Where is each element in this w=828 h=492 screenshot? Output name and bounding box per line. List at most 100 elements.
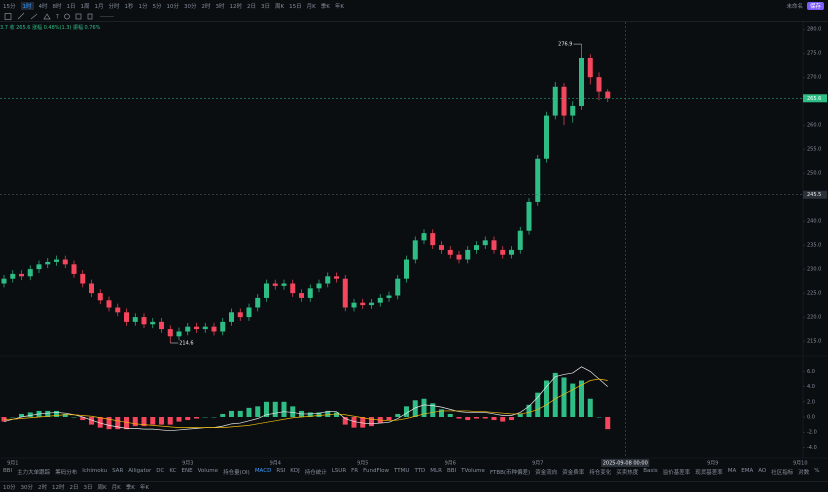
- indicator-tab[interactable]: 筹码分布: [55, 470, 78, 476]
- candle-body: [150, 321, 156, 325]
- timeframe-bar: 15分 1时 4时 8时 1日 1周 1月 分时 1秒 1分 5分 10分 30分 2时 3时 12时 2日 3日…: [0, 0, 828, 11]
- indicator-tab[interactable]: TTD: [414, 468, 426, 474]
- indicator-tab[interactable]: 对数: [798, 470, 810, 476]
- indicator-tab[interactable]: KDJ: [290, 468, 300, 474]
- macd-bar: [290, 406, 296, 417]
- indicator-tab[interactable]: TTMU: [394, 468, 410, 474]
- timeframe[interactable]: 10分: [166, 3, 180, 10]
- doc-name[interactable]: 未命名: [786, 3, 803, 10]
- timeframe[interactable]: 3日: [83, 485, 93, 491]
- indicator-tab[interactable]: BBI: [3, 468, 13, 474]
- timeframe[interactable]: 周K: [275, 3, 285, 10]
- timeframe[interactable]: 1月: [94, 3, 104, 10]
- tool-icon[interactable]: [17, 12, 25, 19]
- candle-body: [334, 276, 339, 279]
- timeframe[interactable]: 2日: [69, 485, 79, 491]
- indicator-tab[interactable]: 持仓统计: [304, 470, 327, 476]
- save-button[interactable]: 保存: [806, 1, 824, 10]
- timeframe[interactable]: 年K: [334, 3, 344, 10]
- timeframe[interactable]: 30分: [184, 3, 197, 10]
- macd-bar: [369, 417, 374, 427]
- indicator-tab[interactable]: 买卖热度: [616, 470, 639, 476]
- timeframe[interactable]: 5分: [152, 3, 162, 10]
- macd-bar: [115, 417, 121, 430]
- timeframe[interactable]: 分时: [108, 3, 120, 10]
- timeframe[interactable]: 年K: [139, 485, 149, 491]
- timeframe[interactable]: 月K: [306, 3, 316, 10]
- indicator-tab[interactable]: MACD: [254, 468, 272, 474]
- timeframe[interactable]: 12时: [229, 3, 243, 10]
- timeframe[interactable]: 2时: [38, 485, 47, 491]
- timeframe[interactable]: 30分: [20, 485, 34, 491]
- indicator-tab[interactable]: ENE: [181, 468, 193, 474]
- macd-bar: [535, 392, 541, 417]
- timeframe[interactable]: 周K: [97, 485, 107, 491]
- indicator-tab[interactable]: DC: [156, 468, 165, 474]
- indicator-tab[interactable]: EMA: [741, 468, 754, 474]
- indicator-tab[interactable]: MLR: [430, 468, 442, 474]
- max-label: 276.9: [558, 42, 572, 48]
- timeframe[interactable]: 季K: [320, 3, 330, 10]
- y-tick-label: 260.0: [807, 123, 821, 129]
- indicator-tab[interactable]: Ichimoku: [82, 468, 108, 474]
- timeframe[interactable]: 4时: [38, 3, 48, 10]
- y-tick-label: 230.0: [807, 267, 821, 273]
- indicator-tab[interactable]: Alligator: [128, 468, 152, 474]
- timeframe[interactable]: 1周: [80, 3, 90, 10]
- indicator-tab[interactable]: AO: [758, 468, 767, 474]
- timeframe[interactable]: 10分: [3, 485, 16, 491]
- indicator-tab[interactable]: 溢价基差率: [662, 470, 691, 476]
- indicator-tab[interactable]: 现货基差率: [695, 470, 723, 476]
- indicator-tab[interactable]: 资金流向: [535, 470, 558, 476]
- indicator-tab[interactable]: 社区指标: [771, 470, 794, 476]
- indicator-tab[interactable]: MA: [727, 468, 737, 474]
- indicator-tab[interactable]: SAR: [112, 468, 124, 474]
- tool-icon[interactable]: [75, 13, 82, 19]
- timeframe[interactable]: 季K: [125, 485, 135, 491]
- timeframe[interactable]: 12时: [52, 485, 65, 491]
- macd-dif-line: [3, 366, 608, 432]
- timeframe[interactable]: 2日: [247, 3, 257, 10]
- indicator-tab[interactable]: %: [814, 468, 820, 474]
- timeframe[interactable]: 月K: [111, 485, 121, 491]
- indicator-tab[interactable]: FTBB(币种偏差): [489, 470, 531, 476]
- indicator-tab[interactable]: 资金费率: [562, 470, 585, 476]
- tool-icon[interactable]: [64, 13, 70, 19]
- indicator-tab[interactable]: Volume: [197, 468, 219, 474]
- tool-icon[interactable]: T: [55, 14, 60, 20]
- timeframe[interactable]: 3时: [215, 3, 225, 10]
- macd-bar: [281, 401, 287, 417]
- timeframe[interactable]: 8时: [52, 3, 62, 10]
- y-tick-label: 280.0: [807, 27, 821, 33]
- tool-icon[interactable]: [43, 12, 51, 19]
- timeframe[interactable]: 1分: [138, 3, 148, 10]
- candle-body: [264, 283, 269, 298]
- candle-body: [45, 261, 51, 265]
- tool-icon[interactable]: [4, 12, 12, 20]
- indicator-tab[interactable]: 主力大单跟踪: [17, 470, 51, 476]
- indicator-tab[interactable]: 持仓变化: [589, 470, 612, 476]
- x-tick-label: 9月3: [182, 461, 193, 467]
- candle-body: [71, 264, 77, 274]
- timeframe[interactable]: 1日: [66, 3, 76, 10]
- candle-body: [465, 249, 471, 260]
- timeframe[interactable]: 3日: [261, 3, 271, 10]
- timeframe[interactable]: 1秒: [124, 3, 134, 10]
- indicator-tab[interactable]: TVolume: [461, 468, 485, 474]
- indicator-tab[interactable]: FundFlow: [363, 468, 390, 474]
- indicator-tab[interactable]: FR: [351, 468, 359, 474]
- timeframe[interactable]: 15分: [3, 3, 16, 10]
- timeframe[interactable]: 2时: [201, 3, 211, 10]
- timeframe[interactable]: 1时: [20, 1, 34, 10]
- indicator-tab[interactable]: 持仓量(OI): [223, 470, 250, 476]
- macd-bar: [159, 417, 164, 425]
- candle-body: [561, 86, 567, 116]
- indicator-tab[interactable]: RSI: [276, 468, 286, 474]
- tool-icon[interactable]: [30, 13, 38, 19]
- tool-icon[interactable]: [87, 13, 93, 19]
- timeframe[interactable]: 15日: [289, 3, 302, 10]
- indicator-tab[interactable]: BBI: [446, 468, 457, 474]
- indicator-tab[interactable]: Basis: [643, 468, 658, 474]
- indicator-tab[interactable]: KC: [169, 468, 177, 474]
- indicator-tab[interactable]: LSUR: [331, 468, 347, 474]
